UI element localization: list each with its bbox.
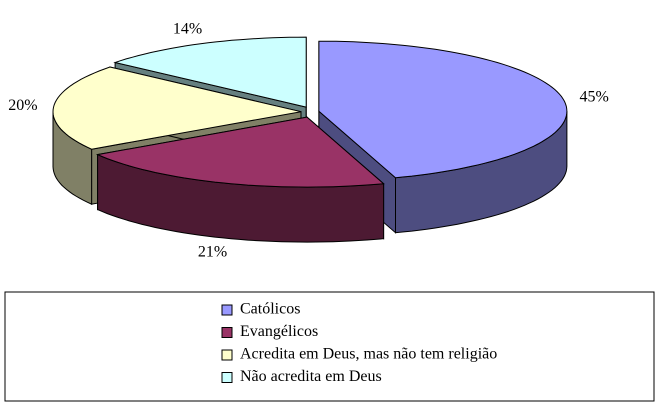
legend-label: Acredita em Deus, mas não tem religião (240, 346, 497, 363)
slice-top (113, 36, 307, 108)
legend-box (4, 291, 655, 402)
legend-swatch (221, 304, 233, 316)
slice-top (318, 40, 568, 179)
legend-label: Evangélicos (240, 323, 318, 340)
data-label: 14% (173, 20, 202, 37)
legend-swatch (221, 372, 233, 383)
slice-top (95, 116, 385, 188)
legend-label: Não acredita em Deus (240, 368, 382, 385)
data-label: 20% (8, 97, 37, 114)
pie-slice (95, 116, 385, 243)
legend-swatch (221, 327, 233, 338)
legend-swatch (221, 349, 233, 361)
legend-label: Católicos (240, 301, 300, 318)
slice-top (52, 66, 302, 150)
data-label: 45% (579, 88, 608, 105)
data-label: 21% (198, 243, 227, 260)
